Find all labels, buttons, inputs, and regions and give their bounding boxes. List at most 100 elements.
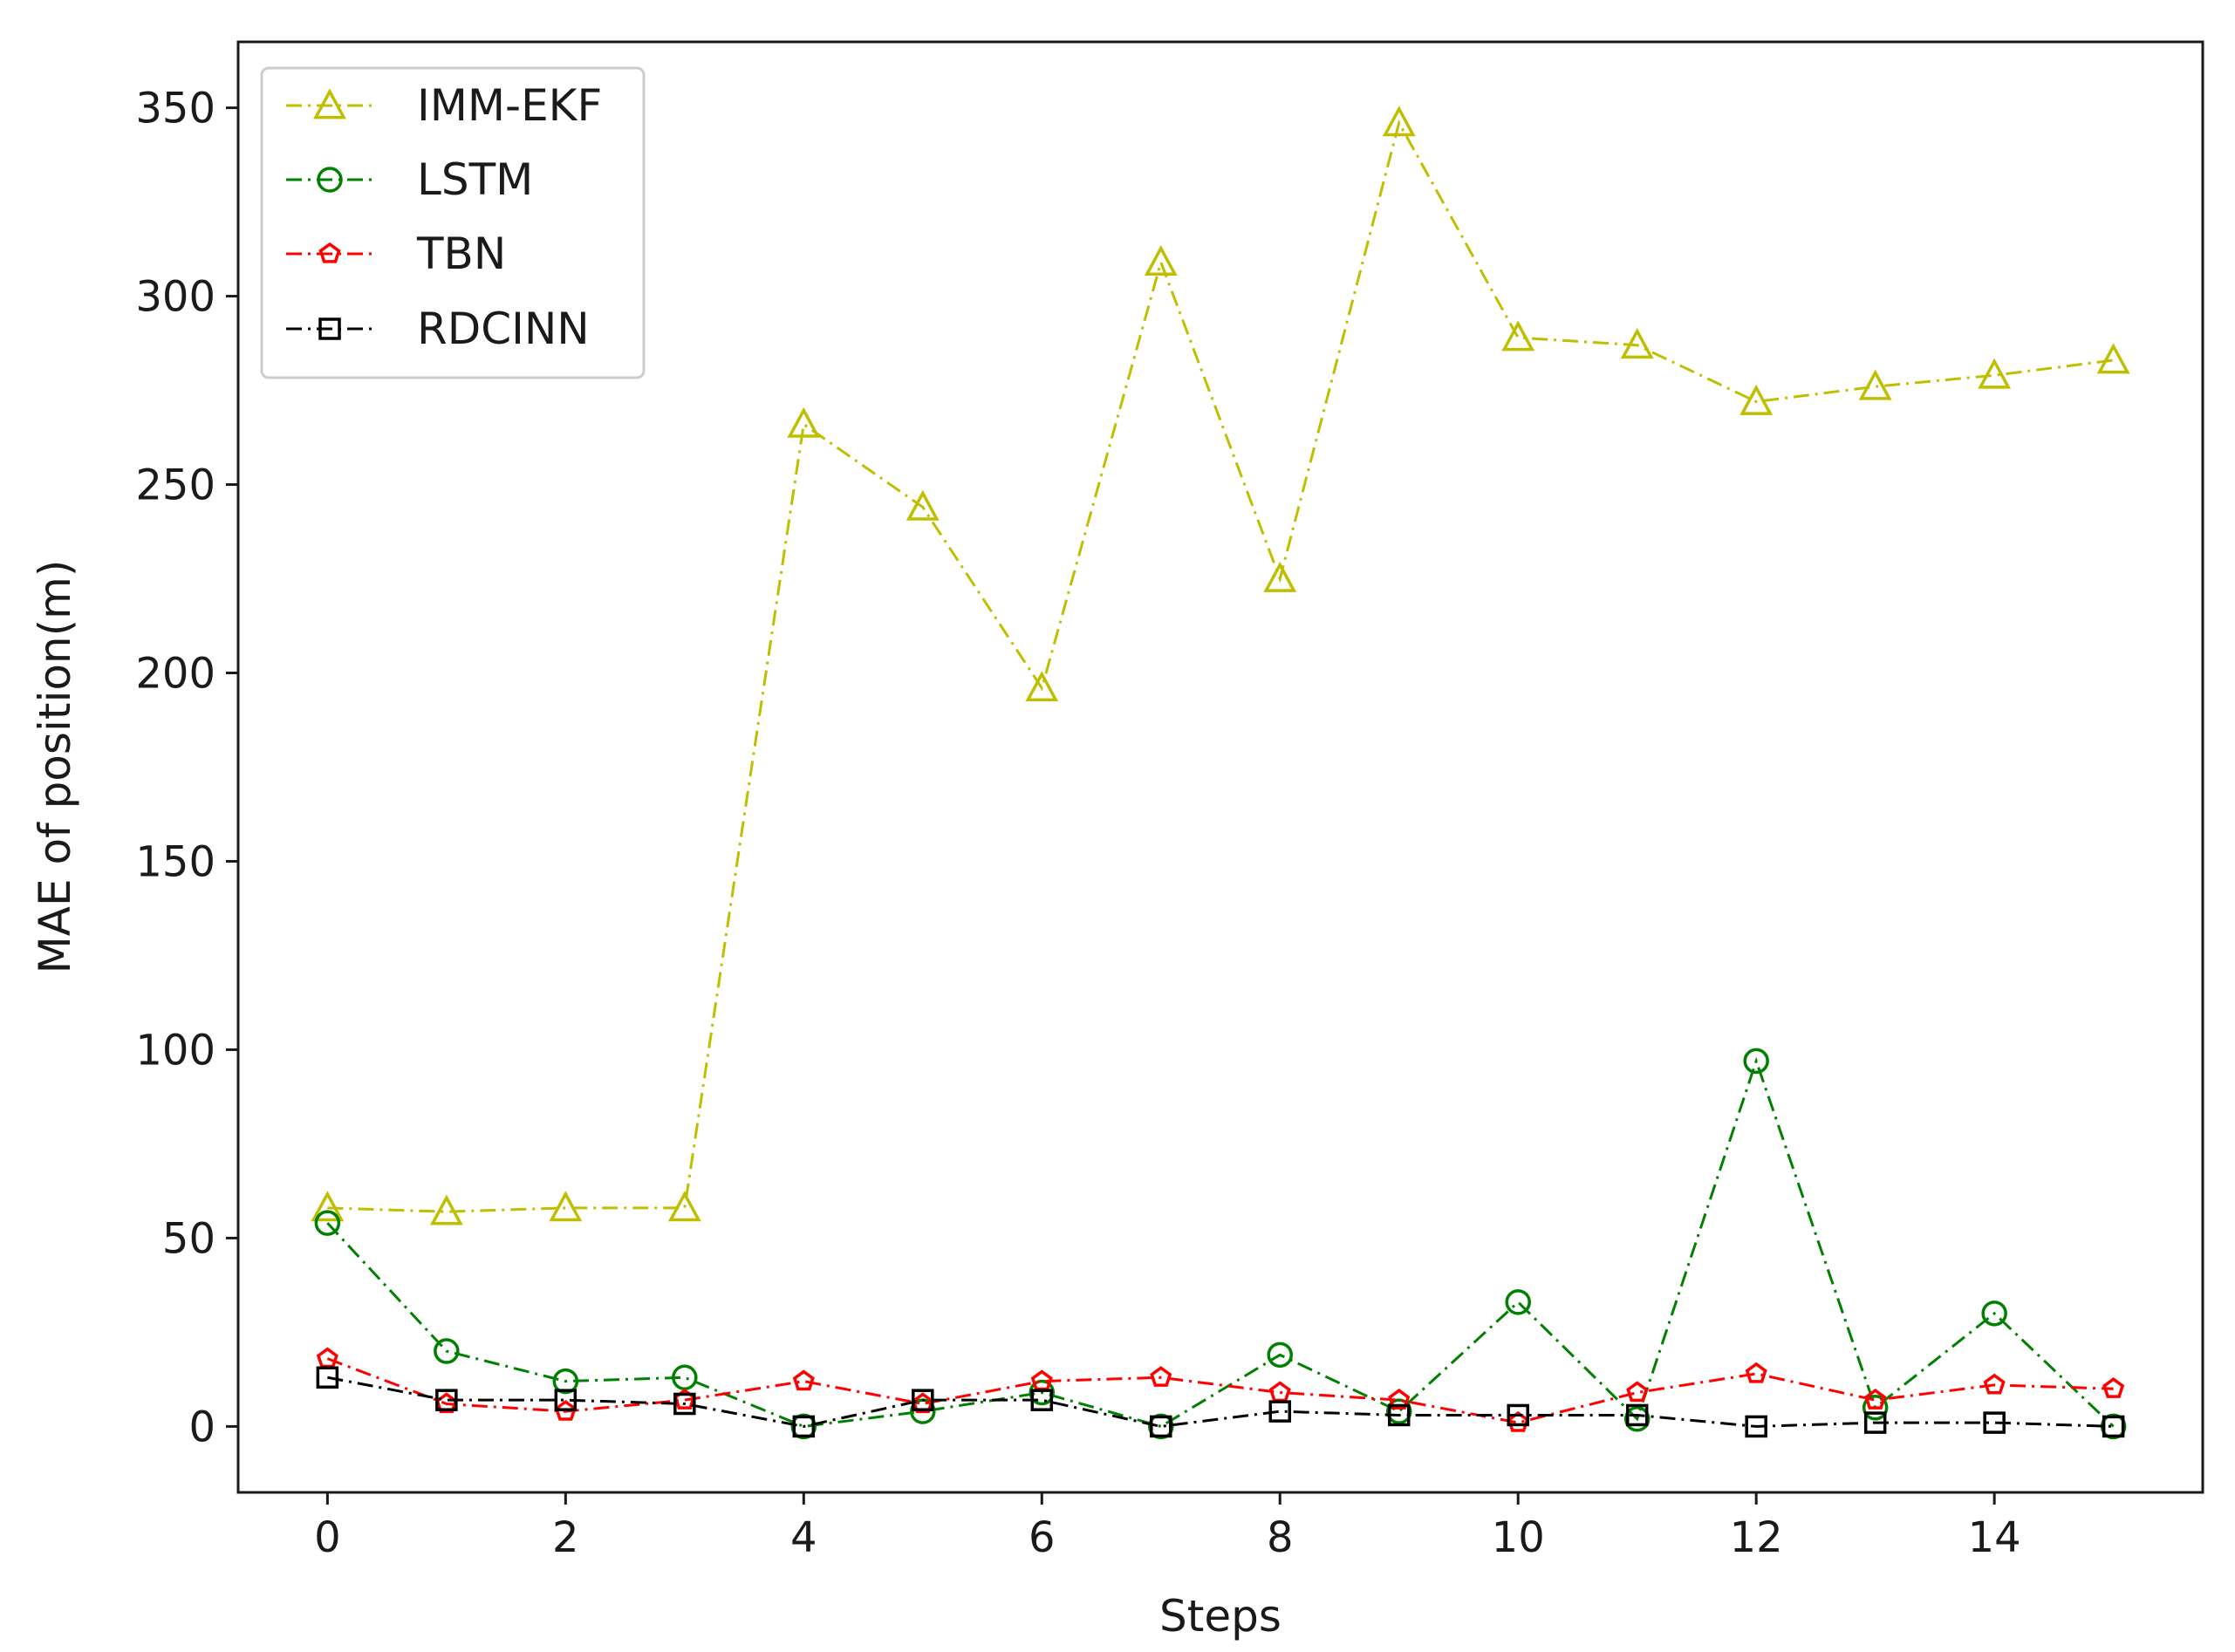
data-point-imm-ekf: [1263, 561, 1297, 592]
data-point-rdcinn: [673, 1392, 696, 1416]
legend-items: IMM-EKF LSTM TBN RDCINN: [286, 80, 602, 354]
y-tick-label: 0: [188, 1403, 215, 1451]
data-point-rdcinn: [1745, 1415, 1767, 1438]
data-point-tbn: [1745, 1362, 1767, 1383]
data-point-tbn: [1507, 1410, 1529, 1432]
legend-item-lstm: LSTM: [286, 154, 533, 205]
legend-marker-imm-ekf: [313, 88, 346, 119]
series-tbn: [316, 1347, 2125, 1432]
y-axis: 0 50 100 150 200 250 300 350: [135, 85, 238, 1451]
series-lstm: [314, 1048, 2127, 1440]
data-point-lstm: [1743, 1048, 1769, 1075]
data-point-rdcinn: [1150, 1415, 1172, 1438]
x-tick-label: 6: [1029, 1513, 1056, 1562]
data-point-rdcinn: [1983, 1411, 2006, 1434]
data-point-tbn: [1388, 1389, 1411, 1410]
data-point-imm-ekf: [787, 406, 821, 438]
data-point-imm-ekf: [311, 1191, 345, 1222]
data-point-tbn: [1150, 1366, 1172, 1387]
series-rdcinn: [316, 1366, 2125, 1438]
series-line-tbn: [326, 1357, 2114, 1424]
legend-item-tbn: TBN: [286, 229, 506, 279]
legend-marker-tbn: [318, 242, 341, 263]
legend-label-rdcinn: RDCINN: [417, 304, 590, 354]
data-point-tbn: [2102, 1377, 2125, 1398]
data-point-rdcinn: [435, 1389, 458, 1411]
data-point-lstm: [1148, 1413, 1174, 1440]
data-point-lstm: [434, 1338, 460, 1364]
x-tick-label: 0: [314, 1513, 341, 1562]
data-point-imm-ekf: [1144, 245, 1178, 276]
data-point-lstm: [1862, 1395, 1889, 1421]
legend-item-rdcinn: RDCINN: [286, 304, 590, 354]
data-point-tbn: [792, 1369, 815, 1391]
data-point-lstm: [1623, 1406, 1651, 1432]
data-point-lstm: [1981, 1300, 2007, 1327]
data-point-tbn: [1626, 1381, 1649, 1403]
data-point-rdcinn: [2102, 1415, 2125, 1438]
legend-label-lstm: LSTM: [417, 154, 533, 205]
legend-marker-rdcinn: [318, 317, 341, 340]
data-point-imm-ekf: [549, 1191, 583, 1222]
x-axis: 0 2 4 6 8 10 12 14: [314, 1492, 2021, 1562]
x-tick-label: 8: [1267, 1513, 1294, 1562]
x-axis-label: Steps: [1159, 1591, 1282, 1642]
data-point-imm-ekf: [1739, 384, 1774, 415]
data-point-rdcinn: [316, 1366, 339, 1389]
y-tick-label: 100: [135, 1026, 215, 1075]
data-point-lstm: [1267, 1341, 1293, 1369]
x-tick-label: 14: [1968, 1513, 2021, 1562]
data-point-tbn: [1983, 1373, 2006, 1395]
data-point-rdcinn: [1387, 1403, 1411, 1427]
data-point-lstm: [790, 1413, 817, 1440]
y-tick-label: 50: [162, 1214, 215, 1263]
data-point-rdcinn: [1030, 1389, 1054, 1411]
data-point-rdcinn: [1268, 1400, 1291, 1423]
legend-label-imm-ekf: IMM-EKF: [417, 80, 602, 131]
data-point-tbn: [554, 1399, 577, 1421]
series-imm-ekf: [311, 106, 2130, 1225]
x-tick-label: 12: [1730, 1513, 1783, 1562]
data-point-lstm: [314, 1210, 341, 1236]
data-point-imm-ekf: [667, 1191, 701, 1222]
data-point-tbn: [1864, 1389, 1887, 1410]
plot-area-frame: [236, 40, 2204, 1494]
data-point-rdcinn: [554, 1389, 578, 1411]
legend-label-tbn: TBN: [416, 229, 506, 279]
data-point-lstm: [1505, 1289, 1531, 1315]
y-tick-label: 150: [135, 837, 215, 886]
data-point-imm-ekf: [1858, 369, 1892, 400]
legend-marker-lstm: [317, 167, 343, 193]
data-point-imm-ekf: [1620, 328, 1654, 359]
data-point-tbn: [673, 1389, 696, 1410]
data-point-lstm: [1029, 1379, 1056, 1406]
x-tick-label: 4: [790, 1513, 817, 1562]
data-point-lstm: [1385, 1398, 1412, 1424]
data-point-rdcinn: [1863, 1411, 1887, 1434]
legend: IMM-EKF LSTM TBN RDCINN: [260, 66, 646, 379]
data-point-imm-ekf: [429, 1194, 463, 1225]
data-point-lstm: [552, 1368, 579, 1395]
data-point-tbn: [912, 1392, 934, 1414]
y-tick-label: 200: [135, 650, 215, 699]
data-point-rdcinn: [792, 1415, 816, 1438]
x-tick-label: 10: [1492, 1513, 1545, 1562]
data-point-rdcinn: [1507, 1403, 1529, 1427]
legend-item-imm-ekf: IMM-EKF: [286, 80, 602, 131]
data-point-imm-ekf: [2096, 343, 2130, 374]
data-point-imm-ekf: [906, 489, 940, 521]
series-line-lstm: [326, 1056, 2115, 1429]
y-axis-label: MAE of position(m): [30, 560, 80, 974]
data-point-imm-ekf: [1501, 320, 1535, 352]
series-layer: [311, 106, 2130, 1440]
x-tick-label: 2: [552, 1513, 579, 1562]
data-point-imm-ekf: [1978, 358, 2012, 389]
data-point-imm-ekf: [1025, 671, 1059, 702]
series-line-imm-ekf: [327, 119, 2114, 1213]
y-tick-label: 350: [135, 85, 215, 133]
data-point-imm-ekf: [1382, 106, 1416, 137]
y-tick-label: 300: [135, 273, 215, 322]
data-point-rdcinn: [912, 1389, 934, 1411]
y-tick-label: 250: [135, 461, 215, 510]
